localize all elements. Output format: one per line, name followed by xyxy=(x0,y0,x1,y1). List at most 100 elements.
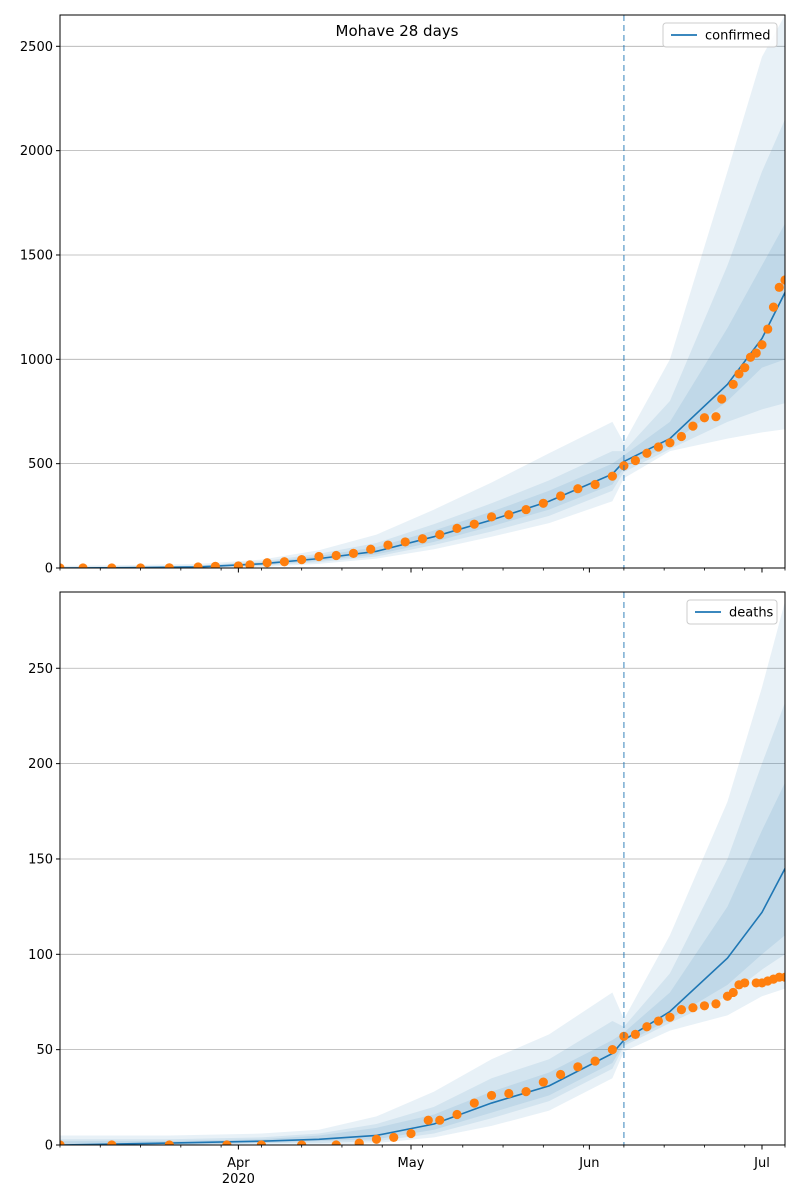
observed-point xyxy=(469,519,479,529)
observed-point xyxy=(751,348,761,358)
observed-point xyxy=(711,999,721,1009)
observed-point xyxy=(60,563,65,568)
y-tick-label: 200 xyxy=(28,757,53,772)
observed-point xyxy=(590,479,600,490)
uncertainty-band xyxy=(60,1021,624,1145)
observed-point xyxy=(699,1001,710,1011)
y-tick-label: 1000 xyxy=(20,353,53,368)
observed-point xyxy=(486,512,497,522)
y-tick-label: 100 xyxy=(28,948,53,963)
fit-line xyxy=(60,868,785,1145)
observed-point xyxy=(331,550,341,561)
uncertainty-band xyxy=(623,702,785,1046)
observed-point xyxy=(210,561,220,568)
observed-point xyxy=(711,412,721,422)
y-tick-label: 0 xyxy=(45,562,53,577)
chart-title: Mohave 28 days xyxy=(336,22,459,40)
observed-point xyxy=(642,448,652,458)
confirmed-panel: 0 500 1000 1500 2000 2500 confirmed xyxy=(20,14,786,577)
observed-point xyxy=(728,987,738,998)
observed-point xyxy=(452,1109,462,1120)
observed-point xyxy=(193,562,203,568)
observed-point xyxy=(164,1140,174,1145)
uncertainty-band xyxy=(623,223,785,468)
x-tick-label: May xyxy=(398,1156,425,1171)
y-tick-label: 2500 xyxy=(20,40,53,55)
observed-point xyxy=(763,324,773,334)
observed-point xyxy=(630,1029,640,1039)
observed-point xyxy=(107,563,117,568)
x-tick-label: Jul xyxy=(753,1156,770,1171)
observed-point xyxy=(607,471,617,481)
observed-point xyxy=(297,1140,307,1145)
observed-point xyxy=(630,455,640,466)
observed-point xyxy=(314,551,324,562)
observed-point xyxy=(256,1140,266,1145)
observed-point xyxy=(780,275,785,285)
observed-point xyxy=(486,1090,497,1101)
observed-point xyxy=(366,544,376,554)
observed-point xyxy=(676,1005,687,1015)
observed-point xyxy=(590,1056,600,1066)
observed-point xyxy=(521,504,531,515)
observed-point xyxy=(665,1012,675,1022)
observed-point xyxy=(573,484,583,494)
observed-point xyxy=(653,1016,664,1026)
observed-point xyxy=(400,537,410,547)
observed-point xyxy=(688,421,698,431)
observed-point xyxy=(768,302,779,312)
observed-point xyxy=(699,413,710,423)
observed-point xyxy=(780,972,785,982)
observed-point xyxy=(222,1140,232,1145)
observed-point xyxy=(107,1140,117,1145)
observed-point xyxy=(573,1062,583,1072)
uncertainty-band xyxy=(623,601,785,1052)
uncertainty-band xyxy=(60,1032,624,1145)
observed-point xyxy=(78,563,88,568)
legend-label: deaths xyxy=(729,606,774,621)
observed-point xyxy=(435,530,445,540)
observed-point xyxy=(389,1132,399,1142)
observed-point xyxy=(406,1128,416,1139)
x-tick-year-label: 2020 xyxy=(222,1172,255,1187)
observed-point xyxy=(348,548,359,558)
observed-point xyxy=(331,1140,341,1145)
observed-point xyxy=(371,1134,382,1144)
observed-point xyxy=(555,491,566,501)
y-tick-label: 1500 xyxy=(20,248,53,263)
axes-frame xyxy=(59,14,786,569)
observed-point xyxy=(676,431,687,442)
observed-point xyxy=(740,978,750,988)
legend-box xyxy=(686,599,778,625)
x-tick-label: Apr xyxy=(227,1156,250,1171)
y-tick-label: 250 xyxy=(28,662,53,677)
uncertainty-band xyxy=(623,782,785,1044)
legend-label: confirmed xyxy=(705,29,771,44)
legend-box xyxy=(662,22,778,48)
y-tick-label: 2000 xyxy=(20,144,53,159)
observed-point xyxy=(728,379,738,389)
observed-point xyxy=(60,1140,65,1145)
observed-point xyxy=(504,510,514,520)
observed-point xyxy=(354,1138,364,1145)
observed-point xyxy=(297,555,307,565)
observed-point xyxy=(417,534,428,544)
observed-point xyxy=(665,438,675,448)
observed-point xyxy=(538,1077,548,1087)
plot-area xyxy=(60,601,785,1145)
plot-area xyxy=(60,15,785,568)
observed-point xyxy=(504,1088,514,1099)
uncertainty-band xyxy=(60,421,624,568)
observed-point xyxy=(452,523,462,533)
observed-point xyxy=(688,1003,698,1013)
observed-point xyxy=(262,558,272,568)
observed-point xyxy=(653,442,664,452)
y-tick-label: 0 xyxy=(45,1139,53,1154)
observed-point xyxy=(774,282,784,292)
observed-point xyxy=(164,563,174,568)
y-tick-label: 500 xyxy=(28,457,53,472)
observed-point xyxy=(135,563,146,568)
observed-point xyxy=(607,1045,617,1055)
